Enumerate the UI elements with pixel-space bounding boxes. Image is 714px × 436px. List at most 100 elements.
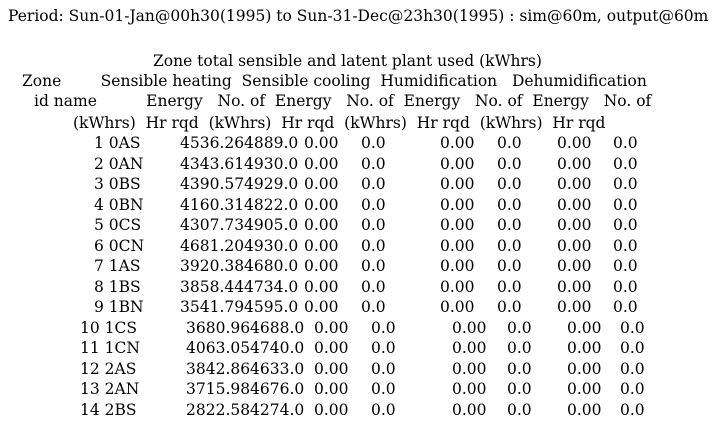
cooling-hours: 0.0 <box>371 359 396 378</box>
cooling-hours: 0.0 <box>361 216 386 234</box>
heating-hours: 4633.0 <box>250 359 305 378</box>
humidification-energy: 0.00 <box>440 134 475 152</box>
heating-energy: 3920.38 <box>180 257 245 275</box>
heating-hours: 4889.0 <box>244 134 299 152</box>
cooling-energy: 0.00 <box>314 339 349 357</box>
table-header-line-2: id name Energy No. of Energy No. of Ener… <box>34 92 652 110</box>
dehumidification-hours: 0.0 <box>613 134 638 152</box>
dehumidification-energy: 0.00 <box>557 298 592 316</box>
dehumidification-hours: 0.0 <box>613 298 638 316</box>
humidification-hours: 0.0 <box>497 154 522 173</box>
row-id-name: 12 2AS <box>80 359 137 378</box>
humidification-hours: 0.0 <box>497 134 522 152</box>
period-line: Period: Sun-01-Jan@00h30(1995) to Sun-31… <box>8 7 709 25</box>
dehumidification-hours: 0.0 <box>613 257 638 275</box>
cooling-hours: 0.0 <box>361 134 386 152</box>
row-id-name: 8 1BS <box>94 277 141 296</box>
table-row: 5 0CS 4307.73 4905.0 0.00 0.0 0.00 0.0 0.00 0.0 <box>0 215 714 235</box>
dehumidification-energy: 0.00 <box>557 257 592 275</box>
dehumidification-hours: 0.0 <box>620 400 645 419</box>
humidification-hours: 0.0 <box>497 175 522 193</box>
humidification-hours: 0.0 <box>507 400 532 419</box>
heating-energy: 4307.73 <box>180 216 245 234</box>
heating-energy: 3715.98 <box>186 380 251 398</box>
table-title: Zone total sensible and latent plant use… <box>153 52 542 70</box>
heating-energy: 4063.05 <box>186 339 251 357</box>
dehumidification-energy: 0.00 <box>557 216 592 234</box>
humidification-energy: 0.00 <box>440 257 475 275</box>
heating-energy: 4343.61 <box>180 154 245 173</box>
table-row: 1 0AS 4536.26 4889.0 0.00 0.0 0.00 0.0 0.00 0.0 <box>0 133 714 153</box>
cooling-hours: 0.0 <box>361 277 386 296</box>
heating-energy: 2822.58 <box>186 400 251 419</box>
dehumidification-energy: 0.00 <box>567 400 602 419</box>
row-id-name: 13 2AN <box>80 380 140 398</box>
dehumidification-energy: 0.00 <box>567 318 602 337</box>
humidification-energy: 0.00 <box>452 318 487 337</box>
cooling-hours: 0.0 <box>371 380 396 398</box>
heating-hours: 4734.0 <box>244 277 299 296</box>
humidification-energy: 0.00 <box>440 298 475 316</box>
heating-energy: 3842.86 <box>186 359 251 378</box>
humidification-hours: 0.0 <box>507 339 532 357</box>
table-row: 2 0AN 4343.61 4930.0 0.00 0.0 0.00 0.0 0.00 0.0 <box>0 154 714 174</box>
humidification-hours: 0.0 <box>497 298 522 316</box>
dehumidification-hours: 0.0 <box>613 154 638 173</box>
cooling-hours: 0.0 <box>371 339 396 357</box>
humidification-energy: 0.00 <box>440 154 475 173</box>
humidification-hours: 0.0 <box>507 359 532 378</box>
dehumidification-energy: 0.00 <box>567 380 602 398</box>
heating-energy: 3858.44 <box>180 277 245 296</box>
table-row: 9 1BN 3541.79 4595.0 0.00 0.0 0.00 0.0 0.00 0.0 <box>0 297 714 317</box>
humidification-energy: 0.00 <box>440 216 475 234</box>
humidification-energy: 0.00 <box>440 195 475 214</box>
table-row: 11 1CN 4063.05 4740.0 0.00 0.0 0.00 0.0 0.00 0.0 <box>0 338 714 358</box>
heating-energy: 4681.20 <box>180 236 245 255</box>
table-row: 14 2BS 2822.58 4274.0 0.00 0.0 0.00 0.0 0.00 0.0 <box>0 400 714 420</box>
dehumidification-energy: 0.00 <box>557 154 592 173</box>
table-header-line-1: Zone Sensible heating Sensible cooling H… <box>22 72 647 90</box>
heating-energy: 3680.96 <box>186 318 251 337</box>
row-id-name: 2 0AN <box>94 154 144 173</box>
cooling-energy: 0.00 <box>314 380 349 398</box>
cooling-energy: 0.00 <box>304 216 339 234</box>
dehumidification-hours: 0.0 <box>613 216 638 234</box>
row-id-name: 11 1CN <box>80 339 140 357</box>
row-id-name: 4 0BN <box>94 195 144 214</box>
dehumidification-energy: 0.00 <box>567 359 602 378</box>
cooling-hours: 0.0 <box>361 257 386 275</box>
dehumidification-hours: 0.0 <box>613 277 638 296</box>
dehumidification-energy: 0.00 <box>557 236 592 255</box>
cooling-hours: 0.0 <box>361 298 386 316</box>
dehumidification-hours: 0.0 <box>620 318 645 337</box>
row-id-name: 7 1AS <box>94 257 141 275</box>
heating-hours: 4930.0 <box>244 236 299 255</box>
cooling-energy: 0.00 <box>304 134 339 152</box>
humidification-hours: 0.0 <box>507 380 532 398</box>
humidification-energy: 0.00 <box>452 339 487 357</box>
cooling-energy: 0.00 <box>304 277 339 296</box>
row-id-name: 5 0CS <box>94 216 142 234</box>
cooling-energy: 0.00 <box>304 298 339 316</box>
table-row: 13 2AN 3715.98 4676.0 0.00 0.0 0.00 0.0 0.00 0.0 <box>0 379 714 399</box>
table-row: 8 1BS 3858.44 4734.0 0.00 0.0 0.00 0.0 0.00 0.0 <box>0 277 714 297</box>
humidification-hours: 0.0 <box>497 216 522 234</box>
heating-hours: 4676.0 <box>250 380 305 398</box>
table-row: 10 1CS 3680.96 4688.0 0.00 0.0 0.00 0.0 0.00 0.0 <box>0 318 714 338</box>
heating-energy: 4536.26 <box>180 134 245 152</box>
dehumidification-hours: 0.0 <box>613 195 638 214</box>
dehumidification-energy: 0.00 <box>557 175 592 193</box>
dehumidification-energy: 0.00 <box>557 134 592 152</box>
heating-energy: 4160.31 <box>180 195 245 214</box>
table-row: 7 1AS 3920.38 4680.0 0.00 0.0 0.00 0.0 0.00 0.0 <box>0 256 714 276</box>
heating-hours: 4905.0 <box>244 216 299 234</box>
cooling-energy: 0.00 <box>314 359 349 378</box>
row-id-name: 3 0BS <box>94 175 141 193</box>
humidification-energy: 0.00 <box>452 380 487 398</box>
table-row: 12 2AS 3842.86 4633.0 0.00 0.0 0.00 0.0 0.00 0.0 <box>0 359 714 379</box>
cooling-energy: 0.00 <box>314 400 349 419</box>
dehumidification-hours: 0.0 <box>613 236 638 255</box>
humidification-hours: 0.0 <box>497 236 522 255</box>
table-row: 6 0CN 4681.20 4930.0 0.00 0.0 0.00 0.0 0.00 0.0 <box>0 236 714 256</box>
